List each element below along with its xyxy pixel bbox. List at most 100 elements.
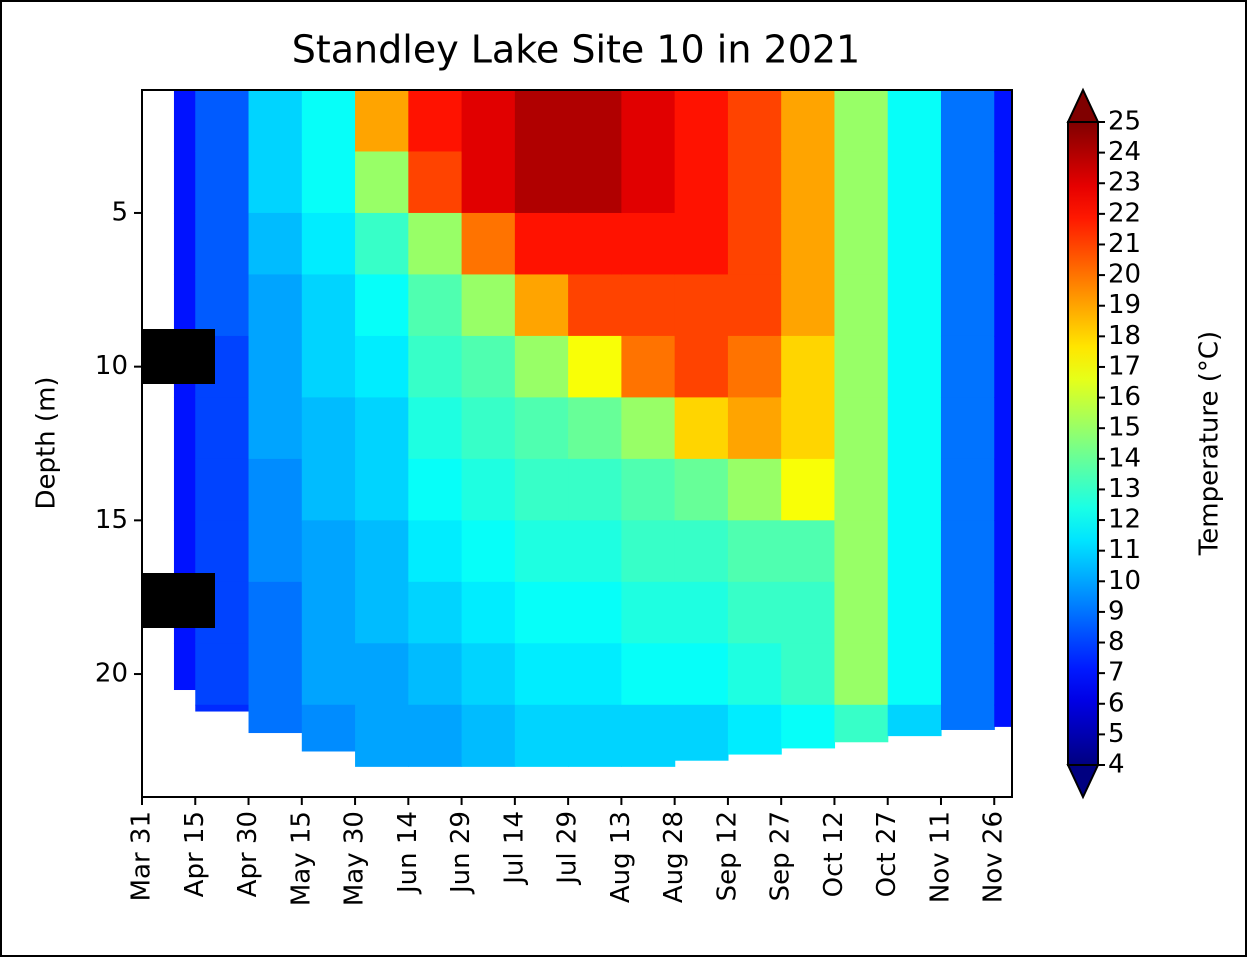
y-tick-label: 15 [95, 505, 128, 535]
heat-cell [568, 520, 622, 583]
heat-cell [994, 643, 1013, 706]
heat-cell [834, 397, 889, 460]
heat-cell [248, 90, 303, 153]
heat-cell [408, 458, 463, 521]
heat-cell [834, 90, 889, 153]
heat-cell [355, 90, 409, 153]
y-tick-label: 20 [95, 659, 128, 689]
heat-cell [621, 704, 676, 767]
heat-cell [674, 397, 729, 460]
heat-cell [994, 458, 1013, 521]
heat-cell [301, 581, 356, 644]
heat-cell [674, 520, 729, 583]
heat-cell [355, 151, 409, 214]
heat-cell [674, 458, 729, 521]
heat-cell [674, 90, 729, 153]
heat-cell [727, 212, 782, 276]
x-tick-label: Apr 30 [233, 811, 263, 897]
heat-cell [248, 397, 303, 460]
heat-cell [834, 520, 889, 583]
heat-cell [408, 212, 463, 276]
heat-cell [781, 397, 836, 460]
heat-cell [195, 151, 250, 214]
heat-cell [727, 151, 782, 214]
heat-cell [408, 643, 463, 706]
colorbar-tick-label: 8 [1108, 627, 1125, 657]
heat-cell [461, 458, 516, 521]
heat-cell [727, 458, 782, 521]
heat-cell [621, 520, 676, 583]
heat-cell [568, 151, 622, 214]
heat-cell [248, 335, 303, 398]
heat-cell [355, 397, 409, 460]
heat-cell [301, 643, 356, 706]
heat-cell [568, 704, 622, 767]
heat-cell [994, 151, 1013, 214]
heat-cell [195, 643, 250, 706]
heat-cell [994, 274, 1013, 337]
heat-cell [514, 397, 569, 460]
heat-cell [408, 397, 463, 460]
heat-cell [887, 274, 942, 337]
x-tick-label: Sep 27 [766, 811, 796, 901]
heat-cell [301, 458, 356, 521]
heat-cell [568, 581, 622, 644]
heat-cell [514, 643, 569, 706]
heat-cell [940, 212, 995, 276]
heat-cell [940, 458, 995, 521]
heat-cell [940, 397, 995, 460]
heat-cell [355, 581, 409, 644]
heat-cell [887, 643, 942, 706]
heat-cell [461, 335, 516, 398]
heat-cell [940, 520, 995, 583]
x-tick-label: Aug 28 [659, 811, 689, 903]
heat-cell [514, 520, 569, 583]
missing-block [142, 573, 215, 628]
heat-cell [195, 704, 250, 712]
heat-cell [781, 520, 836, 583]
colorbar-tick-label: 5 [1108, 719, 1125, 749]
heat-cell [461, 704, 516, 767]
colorbar-tick-label: 17 [1108, 351, 1141, 381]
heat-cell [887, 335, 942, 398]
colorbar-tick-label: 21 [1108, 229, 1141, 259]
heat-cell [674, 581, 729, 644]
heat-cell [781, 704, 836, 749]
heat-cell [195, 274, 250, 337]
heat-cell [940, 581, 995, 644]
heat-cell [727, 581, 782, 644]
heat-cell [514, 458, 569, 521]
colorbar-tick-label: 6 [1108, 688, 1125, 718]
heat-cell [621, 90, 676, 153]
heat-cell [173, 151, 196, 214]
heat-cell [781, 90, 836, 153]
heat-cell [173, 520, 196, 583]
heat-cell [994, 520, 1013, 583]
heat-cell [514, 704, 569, 767]
heat-cell [173, 397, 196, 460]
heat-cell [727, 520, 782, 583]
colorbar-tick-label: 13 [1108, 474, 1141, 504]
colorbar-tick-label: 20 [1108, 260, 1141, 290]
heat-cell [940, 151, 995, 214]
heat-cell [887, 212, 942, 276]
heat-cell [301, 397, 356, 460]
heat-cell [514, 90, 569, 153]
colorbar-tick-label: 12 [1108, 505, 1141, 535]
heat-cell [461, 274, 516, 337]
heat-cell [461, 397, 516, 460]
heat-cell [621, 581, 676, 644]
heat-cell [514, 581, 569, 644]
heat-cell [195, 520, 250, 583]
heat-cell [408, 274, 463, 337]
heat-cell [248, 274, 303, 337]
colorbar-tick-label: 18 [1108, 321, 1141, 351]
heat-cell [674, 151, 729, 214]
heat-cell [514, 274, 569, 337]
heat-cell [887, 458, 942, 521]
heat-cell [568, 335, 622, 398]
heat-cell [248, 520, 303, 583]
heat-cell [994, 581, 1013, 644]
heat-cell [781, 643, 836, 706]
heat-cell [834, 212, 889, 276]
